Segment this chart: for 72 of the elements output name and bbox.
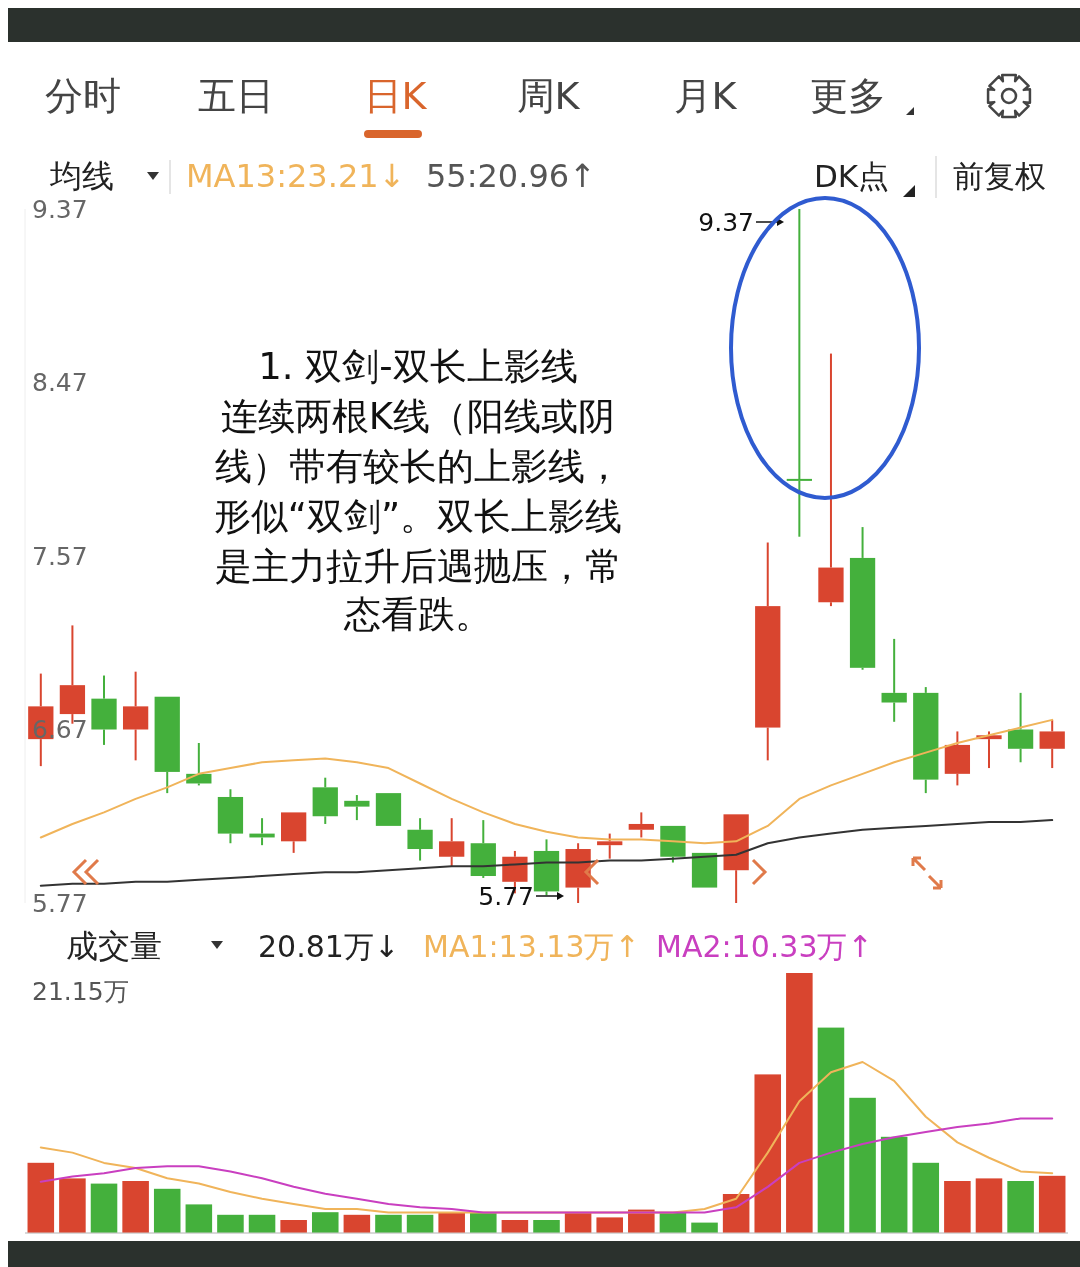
text: MA13:23.21↓ [186, 157, 406, 195]
text: 均线 [49, 157, 114, 195]
bar [122, 1181, 149, 1233]
annotation: 态看跌。 [343, 592, 492, 636]
text: 成交量 [66, 927, 162, 965]
bar [27, 1162, 55, 1233]
candlestick [122, 670, 149, 762]
bar [1038, 1175, 1066, 1233]
annotation: 21.15万 [32, 976, 129, 1006]
candlestick [755, 541, 781, 762]
bar [880, 1136, 908, 1233]
bar [90, 1183, 118, 1233]
bar [375, 1214, 402, 1233]
text: MA1:13.13万↑ [423, 928, 640, 964]
y-tick-label: 9.37 [32, 194, 88, 224]
bar [343, 1214, 371, 1233]
bar [185, 1204, 213, 1233]
candlestick [344, 794, 370, 822]
text: MA2:10.33万↑ [656, 928, 873, 964]
bar [944, 1181, 971, 1233]
bar [817, 1027, 845, 1233]
text: 周K [516, 74, 581, 118]
text: 日K [363, 74, 428, 118]
bar [406, 1214, 434, 1233]
text: 55:20.96↑ [426, 157, 596, 195]
bar [912, 1162, 940, 1233]
annotation: 线）带有较长的上影线， [214, 444, 622, 488]
candlestick [470, 819, 496, 879]
bar [786, 973, 813, 1233]
candlestick [628, 811, 654, 839]
candlestick [312, 776, 338, 825]
bar [438, 1212, 465, 1233]
y-tick-label: 5.77 [32, 888, 88, 918]
text: 五日 [198, 74, 274, 118]
annotation: 9.37 [698, 207, 754, 237]
bar [975, 1178, 1003, 1233]
bar [311, 1212, 339, 1233]
bar [153, 1188, 181, 1233]
line-series [39, 819, 1054, 887]
annotation: 形似“双剑”。双长上影线 [213, 494, 623, 538]
y-tick-label: 8.47 [32, 368, 88, 397]
candlestick [217, 788, 244, 845]
bar [501, 1220, 529, 1233]
candlestick [881, 637, 907, 723]
bar [596, 1217, 623, 1233]
bar [533, 1220, 560, 1233]
bar [1007, 1181, 1034, 1233]
bar [248, 1214, 276, 1233]
candlestick [849, 526, 876, 671]
candlestick [913, 686, 939, 795]
candlestick [1007, 691, 1034, 764]
candlestick [91, 674, 117, 746]
text: 月K [673, 74, 738, 118]
bar [59, 1178, 86, 1233]
bar [754, 1074, 782, 1233]
bar [280, 1220, 307, 1233]
candlestick [786, 208, 812, 538]
text: DK点 [814, 158, 890, 194]
y-tick-label: 7.57 [32, 541, 88, 571]
text: 分时 [45, 74, 121, 118]
candlestick [818, 352, 844, 608]
bar [470, 1212, 497, 1233]
bar [849, 1097, 876, 1233]
text: 20.81万↓ [258, 928, 400, 964]
text: 更多 [810, 74, 886, 118]
candlestick [407, 817, 433, 862]
annotation: 5.77 [478, 881, 534, 911]
annotation: 是主力拉升后遇抛压，常 [214, 544, 622, 588]
text: 前复权 [953, 158, 1046, 194]
annotation: 1. 双剑-双长上影线 [258, 344, 578, 388]
annotation: 连续两根K线（阳线或阴 [220, 394, 616, 438]
bar [217, 1214, 244, 1233]
